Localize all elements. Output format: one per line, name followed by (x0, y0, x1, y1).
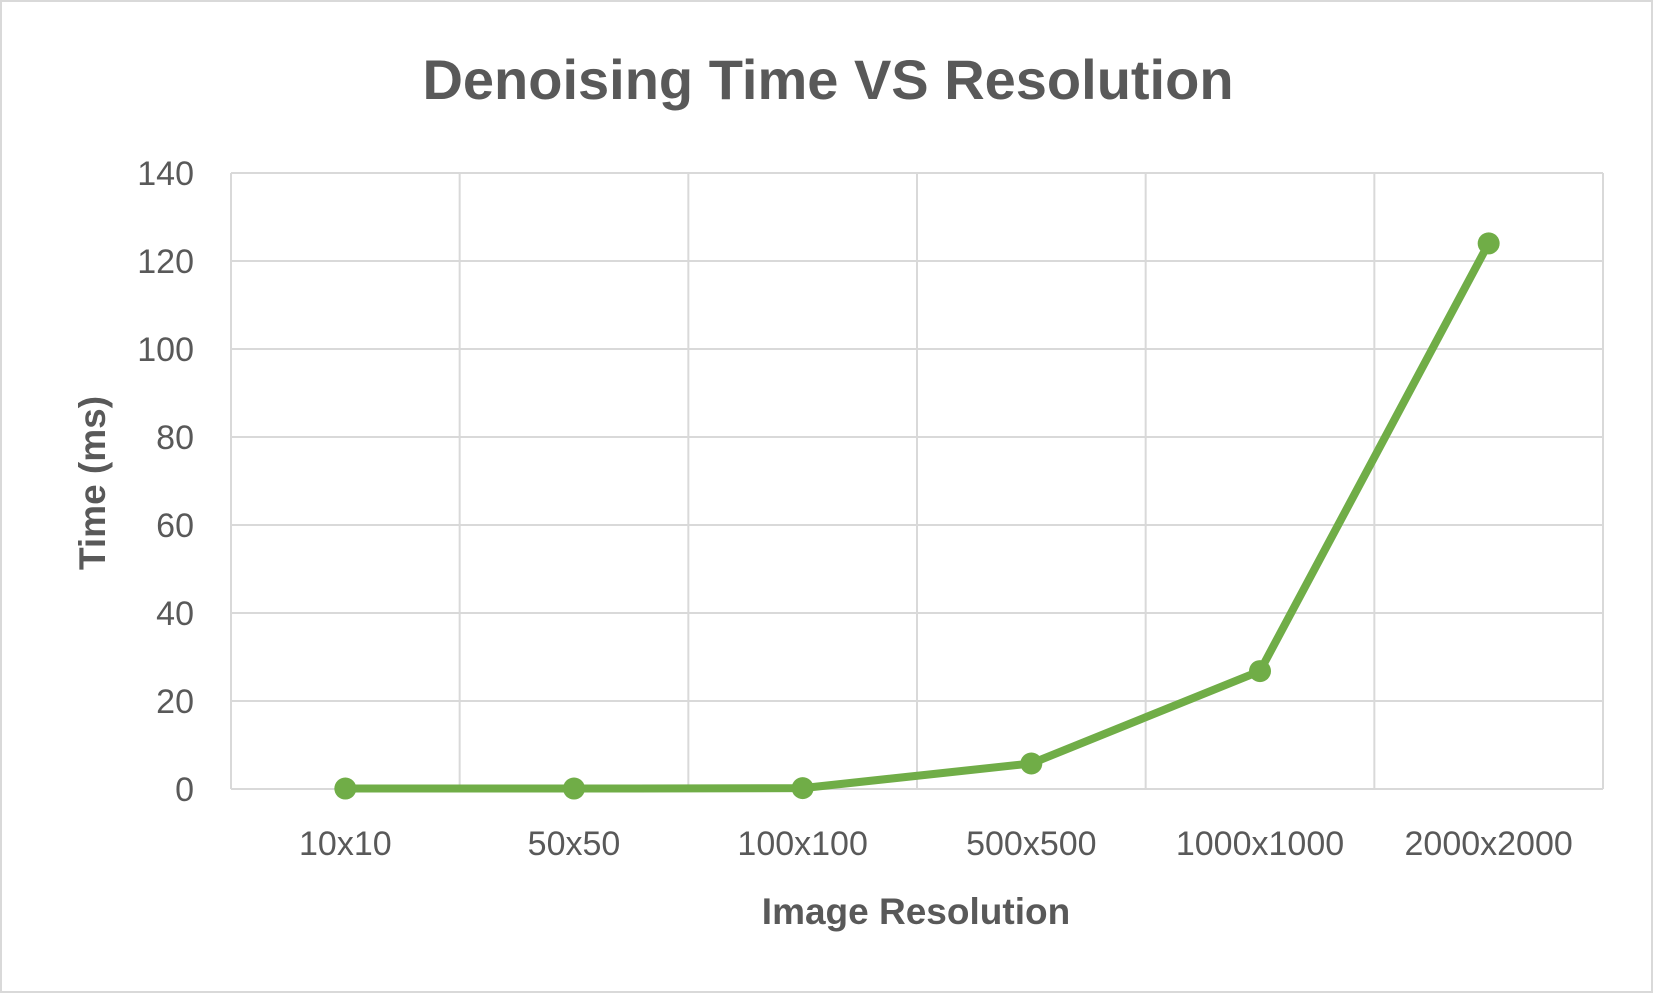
data-point (1020, 752, 1043, 775)
y-axis-ticks: 0 20 40 60 80 100 120 140 (137, 155, 194, 809)
x-tick-label: 1000x1000 (1176, 825, 1344, 863)
gridlines (230, 172, 1604, 790)
x-tick-label: 10x10 (299, 825, 392, 863)
y-tick-label: 0 (175, 771, 194, 809)
x-tick-label: 50x50 (528, 825, 621, 863)
y-tick-label: 80 (156, 419, 194, 457)
y-tick-label: 20 (156, 683, 194, 721)
x-tick-label: 100x100 (737, 825, 867, 863)
y-tick-label: 40 (156, 595, 194, 633)
x-axis-ticks: 10x10 50x50 100x100 500x500 1000x1000 2000x20… (299, 825, 1573, 863)
chart-title: Denoising Time VS Resolution (422, 48, 1233, 111)
data-point (334, 777, 357, 800)
x-tick-label: 500x500 (966, 825, 1096, 863)
y-tick-label: 120 (137, 243, 194, 281)
series-line (341, 239, 1493, 793)
data-point (1477, 232, 1500, 255)
y-tick-label: 140 (137, 155, 194, 193)
data-point (1249, 660, 1271, 683)
x-axis-title: Image Resolution (762, 891, 1070, 932)
y-tick-label: 60 (156, 507, 194, 545)
series-layer (334, 232, 1500, 800)
x-tick-label: 2000x2000 (1405, 825, 1573, 863)
data-point (791, 777, 814, 800)
y-tick-label: 100 (137, 331, 194, 369)
y-axis-title: Time (ms) (72, 396, 113, 570)
data-point (563, 777, 585, 800)
